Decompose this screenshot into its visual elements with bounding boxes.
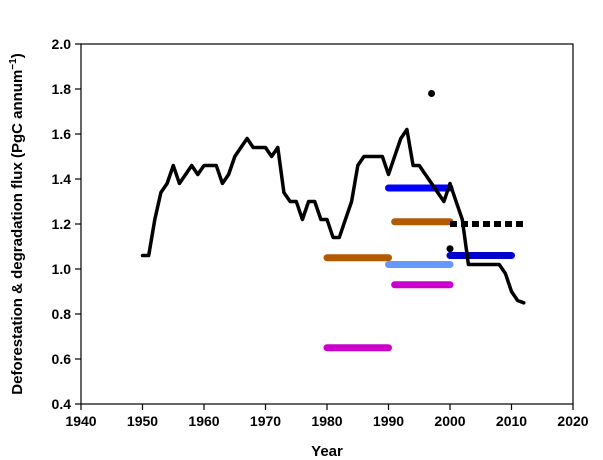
x-tick-label: 2000 [434,413,465,429]
y-axis-title-superscript: −1 [8,58,19,70]
y-tick-label: 2.0 [52,36,72,52]
x-axis-title: Year [311,443,343,460]
main-series-line [140,127,526,305]
y-tick-label: 0.4 [52,396,72,412]
y-axis-title-main: Deforestation & degradation flux (PgC an… [9,70,26,395]
y-axis-title-end: ) [9,53,26,58]
data-point [428,90,436,97]
y-tick-label: 1.4 [52,171,72,187]
data-point [446,245,454,253]
x-tick-label: 1980 [311,413,342,429]
y-tick-label: 0.8 [52,306,72,322]
x-tick-label: 1990 [373,413,404,429]
plot-area [140,90,526,352]
x-tick-label: 1970 [250,413,281,429]
y-tick-label: 1.8 [52,81,72,97]
x-tick-label: 1940 [65,413,96,429]
x-tick-label: 1950 [127,413,158,429]
y-tick-label: 1.6 [52,126,72,142]
x-axis: 1940 1950 1960 1970 1980 1990 2000 2010 2020 [65,404,589,429]
x-tick-label: 1960 [188,413,219,429]
y-tick-label: 1.2 [52,216,72,232]
x-tick-label: 2010 [496,413,527,429]
y-tick-label: 0.6 [52,351,72,367]
y-axis: 0.4 0.6 0.8 1.0 1.2 1.4 1.6 1.8 2.0 [52,36,81,412]
y-tick-label: 1.0 [52,261,72,277]
y-axis-title: Deforestation & degradation flux (PgC an… [8,53,26,394]
x-tick-label: 2020 [557,413,588,429]
